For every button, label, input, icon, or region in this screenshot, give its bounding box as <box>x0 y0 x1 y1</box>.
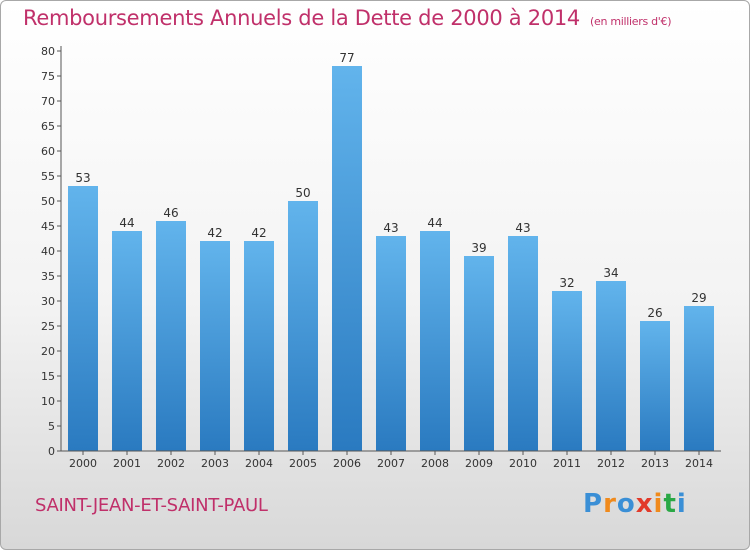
y-tick-label: 65 <box>41 120 55 133</box>
value-label-2001: 44 <box>119 216 134 230</box>
y-tick-label: 40 <box>41 245 55 258</box>
value-label-2005: 50 <box>295 186 310 200</box>
commune-name: SAINT-JEAN-ET-SAINT-PAUL <box>35 495 268 516</box>
bar-2009[interactable] <box>464 256 494 451</box>
logo-letter: x <box>635 489 654 519</box>
y-tick-label: 75 <box>41 70 55 83</box>
proxiti-logo[interactable]: Proxiti <box>583 489 687 519</box>
bar-2014[interactable] <box>684 306 714 451</box>
y-tick-label: 55 <box>41 170 55 183</box>
value-label-2004: 42 <box>251 226 266 240</box>
bar-2011[interactable] <box>552 291 582 451</box>
y-tick-label: 20 <box>41 345 55 358</box>
y-tick-label: 0 <box>48 445 55 458</box>
bar-2006[interactable] <box>332 66 362 451</box>
y-tick-label: 35 <box>41 270 55 283</box>
x-tick-label-2009: 2009 <box>465 457 493 470</box>
value-label-2012: 34 <box>603 266 618 280</box>
logo-letter: i <box>653 489 664 519</box>
logo-letter: t <box>663 489 677 519</box>
y-tick-label: 70 <box>41 95 55 108</box>
x-tick-label-2004: 2004 <box>245 457 273 470</box>
bar-2012[interactable] <box>596 281 626 451</box>
x-tick-label-2008: 2008 <box>421 457 449 470</box>
x-tick-label-2006: 2006 <box>333 457 361 470</box>
y-tick-label: 45 <box>41 220 55 233</box>
y-tick-label: 80 <box>41 45 55 58</box>
x-tick-label-2003: 2003 <box>201 457 229 470</box>
y-tick-label: 25 <box>41 320 55 333</box>
value-label-2011: 32 <box>559 276 574 290</box>
y-tick-label: 50 <box>41 195 55 208</box>
bar-2000[interactable] <box>68 186 98 451</box>
y-tick-label: 30 <box>41 295 55 308</box>
bar-2002[interactable] <box>156 221 186 451</box>
value-label-2007: 43 <box>383 221 398 235</box>
x-tick-label-2002: 2002 <box>157 457 185 470</box>
x-tick-label-2013: 2013 <box>641 457 669 470</box>
chart-subtitle: (en milliers d'€) <box>590 15 672 28</box>
value-label-2014: 29 <box>691 291 706 305</box>
y-tick-label: 15 <box>41 370 55 383</box>
value-label-2008: 44 <box>427 216 442 230</box>
value-label-2003: 42 <box>207 226 222 240</box>
bar-2001[interactable] <box>112 231 142 451</box>
x-tick-label-2012: 2012 <box>597 457 625 470</box>
y-tick-label: 5 <box>48 420 55 433</box>
logo-letter: r <box>603 489 617 519</box>
bar-2005[interactable] <box>288 201 318 451</box>
value-label-2013: 26 <box>647 306 662 320</box>
bar-2004[interactable] <box>244 241 274 451</box>
bar-2013[interactable] <box>640 321 670 451</box>
value-label-2010: 43 <box>515 221 530 235</box>
x-tick-label-2005: 2005 <box>289 457 317 470</box>
x-tick-label-2011: 2011 <box>553 457 581 470</box>
bar-2010[interactable] <box>508 236 538 451</box>
value-label-2009: 39 <box>471 241 486 255</box>
x-tick-label-2010: 2010 <box>509 457 537 470</box>
logo-letter: o <box>616 489 636 519</box>
y-tick-label: 60 <box>41 145 55 158</box>
bar-2008[interactable] <box>420 231 450 451</box>
logo-letter: i <box>676 489 687 519</box>
value-label-2000: 53 <box>75 171 90 185</box>
bar-2003[interactable] <box>200 241 230 451</box>
y-tick-label: 10 <box>41 395 55 408</box>
bar-2007[interactable] <box>376 236 406 451</box>
value-label-2006: 77 <box>339 51 354 65</box>
x-tick-label-2001: 2001 <box>113 457 141 470</box>
x-tick-label-2007: 2007 <box>377 457 405 470</box>
value-label-2002: 46 <box>163 206 178 220</box>
logo-letter: P <box>583 489 604 519</box>
x-tick-label-2000: 2000 <box>69 457 97 470</box>
x-tick-label-2014: 2014 <box>685 457 713 470</box>
chart-title: Remboursements Annuels de la Dette de 20… <box>23 6 672 30</box>
